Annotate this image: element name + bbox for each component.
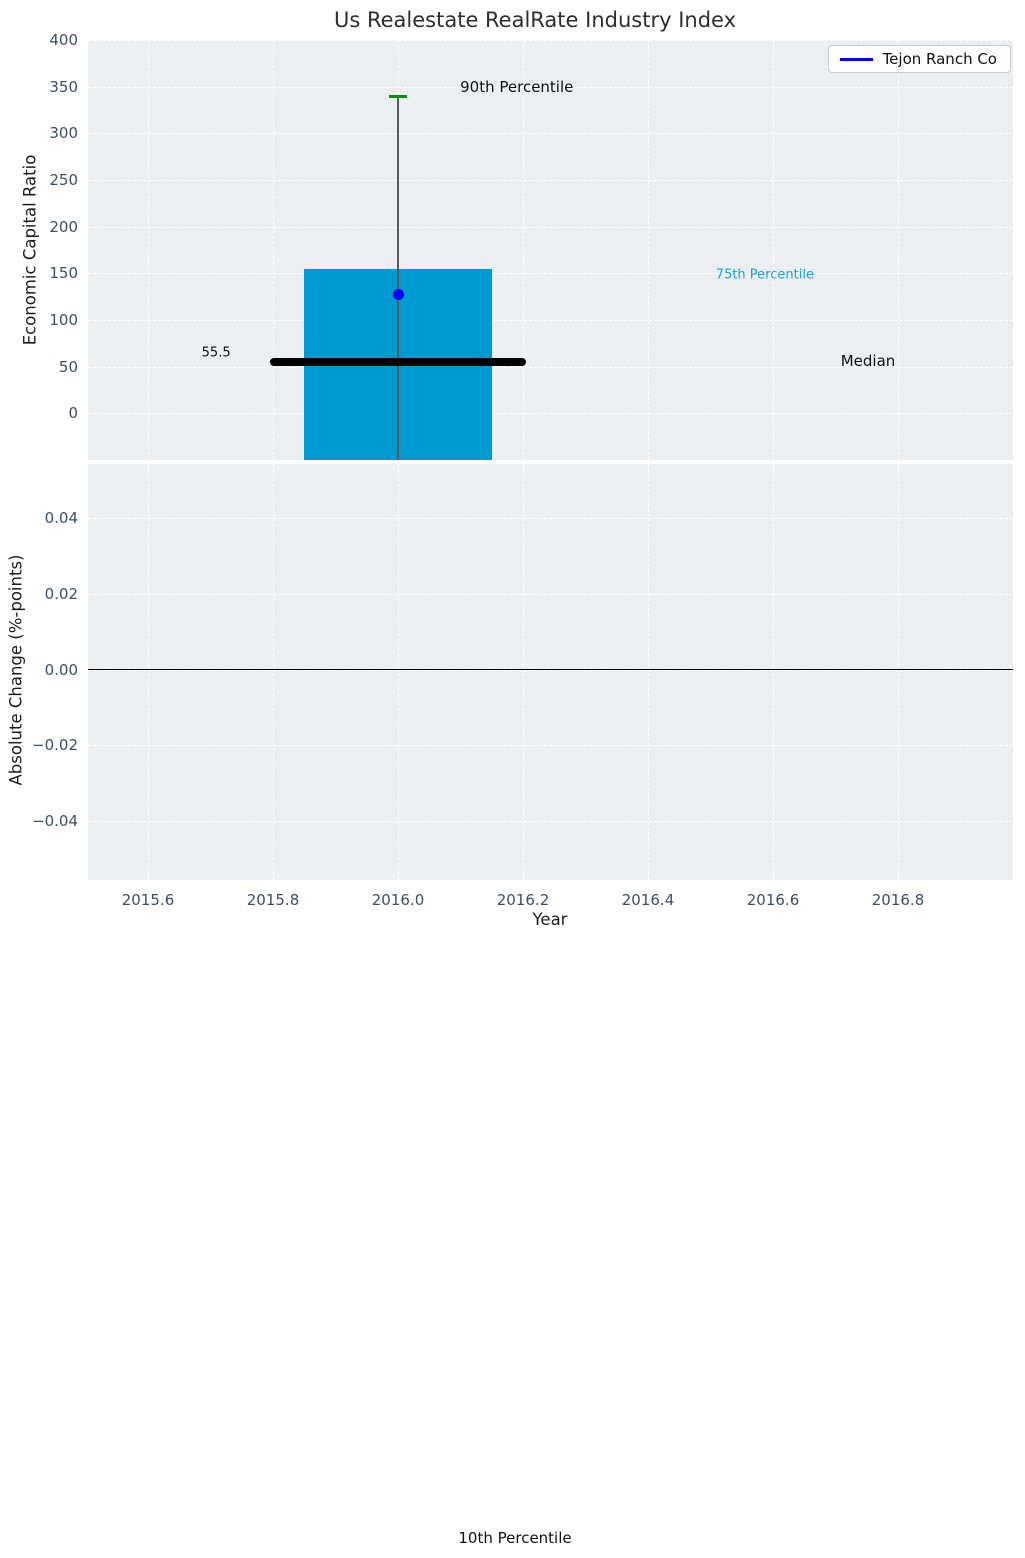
y-tick-label: 350 xyxy=(49,77,78,96)
gridline xyxy=(88,594,1013,596)
x-tick-label: 2016.0 xyxy=(371,891,425,909)
annotation-55-5: 55.5 xyxy=(201,345,231,361)
tenth-percentile-annotation: 10th Percentile xyxy=(458,1529,572,1547)
company-value-dot xyxy=(392,289,404,301)
gridline xyxy=(898,40,899,460)
y-tick-label: 300 xyxy=(49,124,78,143)
gridline xyxy=(273,464,274,880)
y-tick-label: 0.04 xyxy=(44,509,78,528)
gridline xyxy=(88,518,1013,520)
y-tick-label: 150 xyxy=(49,264,78,283)
gridline xyxy=(88,86,1013,88)
p90-cap xyxy=(388,94,408,98)
y-tick-label: 0 xyxy=(68,404,78,423)
x-tick-label: 2016.8 xyxy=(871,891,925,909)
gridline xyxy=(88,366,1013,368)
y-tick-label: 400 xyxy=(49,31,78,49)
y-tick-label: −0.04 xyxy=(32,812,78,830)
gridline xyxy=(148,464,149,880)
gridline xyxy=(773,40,774,460)
annotation-90th-percentile: 90th Percentile xyxy=(460,77,574,96)
gridline xyxy=(88,226,1013,228)
gridline xyxy=(648,464,649,880)
gridline xyxy=(898,464,899,880)
chart-title: Us Realestate RealRate Industry Index xyxy=(333,8,736,32)
legend-label: Tejon Ranch Co xyxy=(882,50,997,68)
gridline xyxy=(88,273,1013,275)
gridline xyxy=(88,40,1013,41)
y-tick-label: 0.00 xyxy=(44,660,78,679)
gridline xyxy=(773,464,774,880)
gridline xyxy=(88,745,1013,747)
x-axis-label: Year xyxy=(532,910,568,929)
gridline xyxy=(88,320,1013,321)
x-tick-label: 2016.6 xyxy=(746,891,800,909)
y-tick-label: 0.02 xyxy=(44,585,78,604)
gridline xyxy=(88,821,1013,822)
x-tick-label: 2015.6 xyxy=(121,891,175,909)
gridline xyxy=(88,413,1013,415)
legend: Tejon Ranch Co xyxy=(827,45,1011,73)
gridline xyxy=(648,40,649,460)
zero-line xyxy=(88,668,1013,671)
y-tick-label: −0.02 xyxy=(32,736,78,755)
top-plot-area: 90th Percentile 75th Percentile Median 55.5 xyxy=(88,40,1013,460)
whisker-line xyxy=(397,96,399,460)
gridline xyxy=(398,464,399,880)
gridline xyxy=(88,133,1013,135)
bottom-plot-area xyxy=(88,464,1013,880)
x-tick-label: 2016.2 xyxy=(496,891,550,909)
gridline xyxy=(523,40,524,460)
median-line xyxy=(269,357,527,366)
x-tick-label: 2016.4 xyxy=(621,891,675,909)
gridline xyxy=(88,180,1013,181)
annotation-75th-percentile: 75th Percentile xyxy=(715,267,814,283)
annotation-median: Median xyxy=(840,352,896,371)
gridline xyxy=(148,40,149,460)
y-tick-label: 250 xyxy=(49,171,78,189)
gridline xyxy=(523,464,524,880)
y-tick-label: 200 xyxy=(49,217,78,236)
x-tick-label: 2015.8 xyxy=(246,891,300,909)
legend-line-swatch xyxy=(839,57,873,61)
y-tick-label: 50 xyxy=(58,357,78,376)
gridline xyxy=(273,40,274,460)
y-tick-label: 100 xyxy=(49,311,78,329)
